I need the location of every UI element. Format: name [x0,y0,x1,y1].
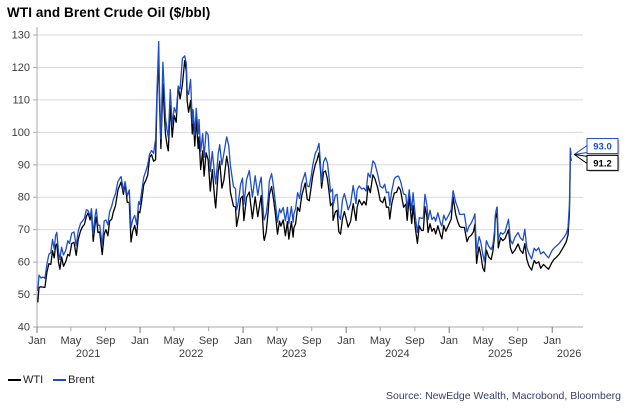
wti-line-swatch-icon [8,379,21,381]
y-tick-label: 120 [12,62,30,74]
y-tick-label: 80 [18,192,30,204]
end-callout-pointer [573,144,588,156]
end-callout-value-wti: 91.2 [593,158,612,169]
legend: WTI Brent [8,374,94,386]
x-tick-label: May [473,335,494,347]
legend-item-wti: WTI [8,374,43,386]
y-tick-label: 50 [18,289,30,301]
brent-line [37,40,572,292]
x-tick-label: Jan [337,335,355,347]
year-label: 2021 [76,348,100,360]
y-tick-label: 110 [12,94,30,106]
x-tick-label: Sep [96,335,116,347]
year-label: 2024 [385,348,409,360]
x-tick-label: May [370,335,391,347]
x-tick-label: May [267,335,288,347]
end-callout-value-brent: 93.0 [593,142,612,153]
legend-label-wti: WTI [23,374,44,386]
legend-item-brent: Brent [53,374,94,386]
y-tick-label: 40 [18,322,30,334]
y-tick-label: 70 [18,224,30,236]
y-tick-label: 90 [18,159,30,171]
brent-line-swatch-icon [53,379,67,381]
x-tick-label: Sep [405,335,425,347]
end-callout-pointer [573,153,588,165]
chart-title: WTI and Brent Crude Oil ($/bbl) [7,5,211,20]
x-tick-label: Jan [440,335,458,347]
x-tick-label: Jan [28,335,46,347]
legend-label-brent: Brent [68,374,95,386]
y-tick-label: 100 [12,127,30,139]
x-tick-label: May [164,335,185,347]
year-label: 2025 [488,348,512,360]
x-tick-label: Jan [131,335,149,347]
y-tick-label: 60 [18,257,30,269]
end-callout-box-wti [586,154,619,171]
x-tick-label: Sep [199,335,219,347]
x-tick-label: Jan [234,335,252,347]
y-tick-label: 130 [12,30,30,42]
x-tick-label: Jan [543,335,561,347]
source-attribution: Source: NewEdge Wealth, Macrobond, Bloom… [385,390,621,402]
x-tick-label: Sep [302,335,322,347]
year-label: 2023 [282,348,306,360]
x-tick-label: May [60,335,81,347]
year-label: 2026 [557,348,581,360]
x-tick-label: Sep [508,335,528,347]
year-label: 2022 [179,348,203,360]
end-callout-box-brent [586,138,619,155]
wti-line [37,54,572,303]
